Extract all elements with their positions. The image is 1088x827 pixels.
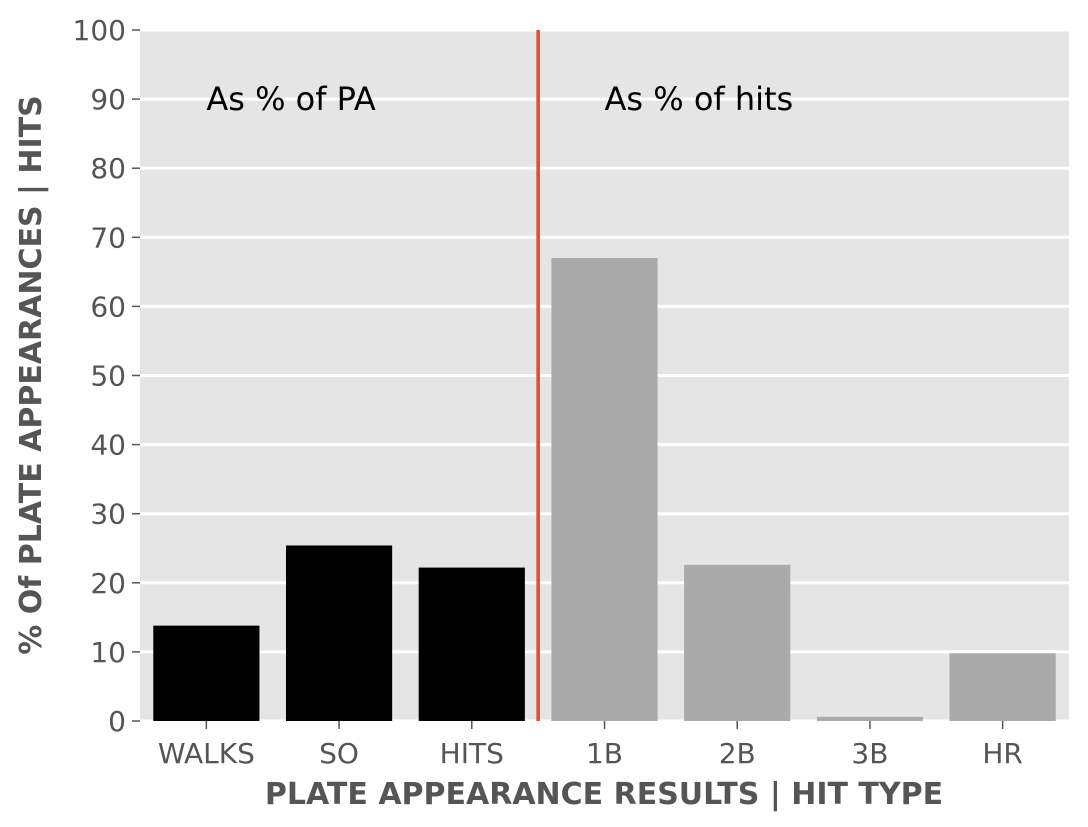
y-tick-label-10: 10 — [90, 636, 126, 669]
x-tick-label-3b: 3B — [851, 737, 888, 770]
x-tick-label-1b: 1B — [586, 737, 623, 770]
y-tick-label-80: 80 — [90, 152, 126, 185]
x-axis-title: PLATE APPEARANCE RESULTS | HIT TYPE — [265, 777, 943, 812]
x-tick-label-hr: HR — [982, 737, 1023, 770]
bar-hits — [418, 567, 525, 721]
bar-hr — [949, 653, 1056, 721]
annotation-hits: As % of hits — [605, 80, 794, 118]
bar-1b — [551, 258, 658, 721]
y-tick-label-50: 50 — [90, 360, 126, 393]
annotations: As % of PA As % of hits — [206, 80, 793, 118]
y-tick-label-30: 30 — [90, 498, 126, 531]
x-tick-label-hits: HITS — [440, 737, 504, 770]
y-tick-label-60: 60 — [90, 290, 126, 323]
bar-walks — [153, 625, 260, 721]
y-tick-label-90: 90 — [90, 83, 126, 116]
x-tick-label-walks: WALKS — [158, 737, 255, 770]
bar-2b — [684, 564, 791, 721]
y-axis-title: % Of PLATE APPEARANCES | HITS — [14, 95, 49, 655]
y-tick-label-0: 0 — [108, 705, 126, 738]
bars — [153, 258, 1056, 721]
y-axis-ticks: 0 10 20 30 40 50 60 70 80 90 100 — [73, 14, 140, 738]
x-tick-label-2b: 2B — [719, 737, 756, 770]
bar-so — [285, 545, 393, 721]
y-tick-label-40: 40 — [90, 429, 126, 462]
x-tick-label-so: SO — [319, 737, 359, 770]
bar-3b — [816, 716, 924, 721]
annotation-pa: As % of PA — [206, 80, 376, 118]
y-tick-label-20: 20 — [90, 567, 126, 600]
x-axis-ticks: WALKS SO HITS 1B 2B 3B HR — [158, 721, 1023, 770]
y-tick-label-100: 100 — [73, 14, 126, 47]
y-tick-label-70: 70 — [90, 221, 126, 254]
